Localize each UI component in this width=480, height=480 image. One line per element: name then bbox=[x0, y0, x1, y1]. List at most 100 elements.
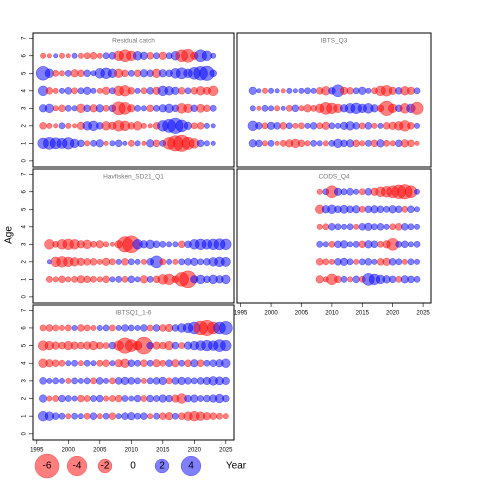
residual-bubble bbox=[159, 240, 167, 248]
y-tick-label: 4 bbox=[22, 224, 28, 228]
residual-bubble bbox=[127, 412, 136, 421]
residual-bubble bbox=[134, 359, 141, 367]
y-tick-label: 5 bbox=[22, 343, 28, 347]
residual-bubble bbox=[45, 324, 54, 332]
residual-bubble bbox=[127, 377, 136, 385]
residual-bubble bbox=[339, 240, 349, 249]
residual-bubble bbox=[407, 205, 415, 214]
residual-bubble bbox=[39, 377, 47, 385]
residual-bubble bbox=[153, 104, 160, 112]
residual-bubble bbox=[108, 412, 117, 420]
y-tick-label: 3 bbox=[22, 106, 28, 110]
residual-bubble bbox=[71, 52, 78, 59]
residual-bubble bbox=[103, 241, 110, 248]
residual-bubble bbox=[45, 87, 54, 95]
y-tick-label: 2 bbox=[22, 260, 28, 264]
residual-bubble bbox=[77, 413, 84, 420]
residual-bubble bbox=[395, 205, 403, 214]
residual-bubble bbox=[96, 394, 104, 403]
y-tick-label: 1 bbox=[22, 141, 28, 145]
residual-bubble bbox=[352, 122, 360, 130]
residual-bubble bbox=[248, 86, 257, 95]
residual-bubble bbox=[134, 87, 141, 94]
residual-bubble bbox=[414, 122, 420, 129]
residual-bubble bbox=[90, 377, 97, 385]
residual-bubble bbox=[316, 240, 324, 248]
residual-bubble bbox=[261, 104, 269, 112]
residual-bubble bbox=[352, 139, 360, 148]
residual-bubble bbox=[407, 223, 415, 231]
residual-bubble bbox=[96, 258, 103, 265]
residual-bubble bbox=[58, 275, 66, 284]
residual-bubble bbox=[388, 258, 397, 266]
residual-bubble bbox=[334, 275, 342, 284]
residual-bubble bbox=[103, 140, 109, 146]
residual-bubble bbox=[216, 412, 223, 420]
residual-bubble bbox=[221, 274, 231, 284]
residual-bubble bbox=[292, 88, 298, 94]
x-tick-label: 1995 bbox=[234, 311, 248, 317]
residual-bubble bbox=[340, 276, 348, 283]
residual-bubble bbox=[177, 87, 186, 95]
residual-bubble bbox=[71, 359, 78, 367]
legend-bubble bbox=[97, 458, 113, 474]
residual-bubble bbox=[140, 377, 147, 384]
residual-bubble bbox=[46, 53, 52, 59]
residual-bubble bbox=[121, 395, 129, 402]
residual-bubble bbox=[341, 223, 347, 230]
residual-bubble bbox=[328, 240, 336, 248]
residual-bubble bbox=[346, 87, 354, 95]
residual-bubble bbox=[134, 377, 141, 385]
residual-bubble bbox=[109, 276, 116, 283]
residual-bubble bbox=[134, 140, 141, 147]
residual-bubble bbox=[140, 122, 147, 129]
residual-bubble bbox=[121, 69, 129, 78]
residual-bubble bbox=[333, 187, 342, 196]
residual-bubble bbox=[407, 258, 415, 266]
residual-bubble bbox=[147, 123, 153, 129]
residual-bubble bbox=[52, 377, 60, 385]
residual-bubble bbox=[316, 223, 323, 230]
residual-bubble bbox=[407, 275, 415, 284]
residual-bubble bbox=[115, 325, 122, 331]
residual-bubble bbox=[410, 101, 424, 115]
residual-bubble bbox=[166, 258, 173, 265]
residual-bubble bbox=[114, 139, 123, 148]
residual-bubble bbox=[158, 51, 167, 60]
residual-bubble bbox=[77, 52, 84, 59]
residual-bubble bbox=[127, 69, 135, 77]
residual-bubble bbox=[127, 324, 135, 332]
residual-bubble bbox=[220, 256, 231, 267]
residual-bubble bbox=[65, 276, 72, 283]
legend-label: -4 bbox=[73, 461, 82, 472]
y-tick-label: 0 bbox=[22, 431, 28, 435]
residual-bubble bbox=[292, 122, 299, 129]
residual-bubble bbox=[328, 122, 336, 130]
residual-bubble bbox=[203, 122, 210, 129]
residual-bubble bbox=[401, 240, 409, 249]
residual-bubble bbox=[291, 104, 300, 113]
residual-bubble bbox=[359, 140, 366, 147]
residual-bubble bbox=[90, 140, 97, 147]
residual-bubble bbox=[140, 395, 148, 402]
residual-bubble bbox=[146, 359, 154, 367]
y-tick-label: 1 bbox=[22, 277, 28, 281]
y-tick-label: 0 bbox=[22, 159, 28, 163]
residual-bubble bbox=[280, 105, 286, 111]
residual-bubble bbox=[46, 377, 53, 384]
residual-bubble bbox=[316, 188, 323, 195]
residual-bubble bbox=[58, 394, 66, 403]
panel-title: CODS_Q4 bbox=[318, 174, 349, 181]
residual-bubble bbox=[407, 241, 414, 248]
residual-bubble bbox=[406, 86, 415, 95]
residual-bubble bbox=[146, 276, 154, 283]
residual-bubble bbox=[255, 139, 263, 148]
residual-bubble bbox=[64, 87, 73, 95]
residual-bubble bbox=[371, 258, 378, 265]
residual-bubble bbox=[309, 122, 318, 130]
residual-bubble bbox=[95, 139, 104, 148]
residual-bubble bbox=[222, 394, 230, 403]
residual-bubble bbox=[58, 359, 66, 367]
residual-bubble bbox=[65, 360, 72, 367]
residual-bubble bbox=[146, 104, 154, 113]
